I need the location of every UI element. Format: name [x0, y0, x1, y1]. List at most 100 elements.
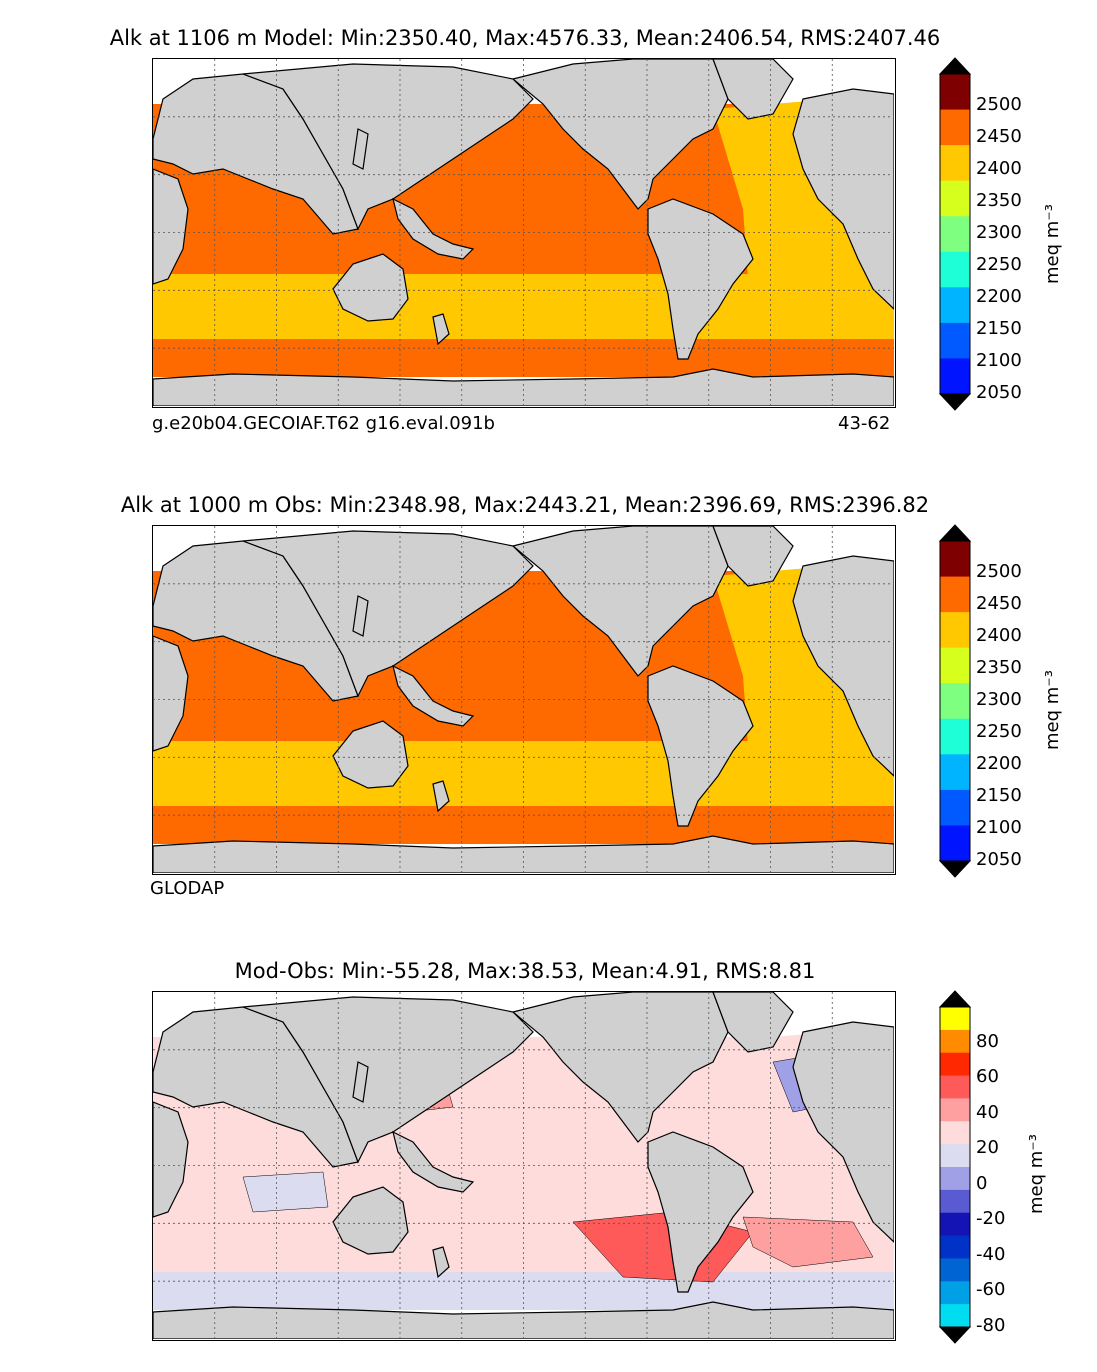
land-new-zealand [432, 313, 450, 346]
land-north-america [511, 526, 729, 677]
colorbar-tick-label: 2300 [976, 689, 1022, 710]
colorbar-tick-label: 2500 [976, 561, 1022, 582]
land-se-asia [392, 664, 475, 727]
land-antarctica [153, 835, 894, 873]
land-australia [332, 253, 409, 322]
colorbar-swatch [940, 109, 970, 146]
colorbar-swatch [940, 251, 970, 288]
colorbar-extend-bottom [938, 1326, 972, 1344]
colorbar-tick-label: 2300 [976, 222, 1022, 243]
colorbar-tick-label: 0 [976, 1172, 988, 1194]
colorbar-swatch [940, 541, 970, 577]
colorbar-tick-label: -60 [976, 1279, 1006, 1301]
colorbar-swatch [940, 287, 970, 324]
land-north-america [511, 992, 729, 1143]
colorbar-swatch [940, 1281, 970, 1305]
panel-title: Mod-Obs: Min:-55.28, Max:38.53, Mean:4.9… [234, 959, 816, 983]
colorbar-swatch [940, 145, 970, 182]
colorbar-tick-label: 2400 [976, 625, 1022, 646]
land-africa-east [153, 635, 189, 752]
panel-obs: Alk at 1000 m Obs: Min:2348.98, Max:2443… [120, 493, 1063, 899]
land-japan [352, 128, 369, 170]
footnote-left: g.e20b04.GECOIAF.T62 g16.eval.091b [152, 413, 495, 434]
colorbar-tick-label: 2100 [976, 817, 1022, 838]
panel-title: Alk at 1106 m Model: Min:2350.40, Max:45… [109, 26, 941, 50]
land-north-america [511, 59, 729, 210]
colorbar-swatch [940, 683, 970, 720]
colorbar-swatch [940, 1144, 970, 1168]
colorbar-tick-label: 2400 [976, 158, 1022, 179]
colorbar-tick-label: 60 [976, 1066, 999, 1088]
colorbar-tick-label: 2350 [976, 657, 1022, 678]
colorbar-frame [939, 1006, 971, 1328]
colorbar-swatch [940, 647, 970, 684]
land-africa-east [153, 1101, 189, 1218]
colorbar-swatch [940, 1189, 970, 1214]
land-eurasia-west [153, 1006, 359, 1168]
footnote-right: 43-62 [838, 413, 891, 434]
land-asia [242, 530, 534, 698]
colorbar-tick-label: 2200 [976, 286, 1022, 307]
land-australia [332, 1186, 409, 1255]
colorbar-swatch [940, 358, 970, 395]
land-greenland [712, 526, 794, 587]
colorbar-swatch [940, 1304, 970, 1328]
colorbar-swatch [940, 1052, 970, 1077]
colorbar-swatch [940, 1212, 970, 1237]
land-eurasia-west [153, 540, 359, 702]
colorbar-tick-label: 2150 [976, 785, 1022, 806]
colorbar-swatch [940, 1007, 970, 1030]
land-antarctica [153, 368, 894, 406]
colorbar-tick-label: 2450 [976, 593, 1022, 614]
colorbar-swatch [940, 180, 970, 217]
colorbar-tick-label: -80 [976, 1315, 1006, 1336]
colorbar-tick-label: 40 [976, 1101, 999, 1123]
land-asia [242, 996, 534, 1164]
colorbar-tick-label: 2250 [976, 721, 1022, 742]
map-plot [152, 525, 896, 875]
land-asia [242, 63, 534, 231]
colorbar-swatch [940, 1235, 970, 1259]
colorbar-frame [939, 540, 971, 862]
land-europe-africa [792, 1021, 894, 1243]
footnote-left: GLODAP [150, 878, 225, 899]
colorbar-frame [939, 73, 971, 395]
anomaly-patch [242, 1171, 329, 1213]
colorbar-swatch [940, 576, 970, 613]
colorbar-swatch [940, 1167, 970, 1191]
colorbar-tick-label: 20 [976, 1137, 999, 1159]
colorbar-tick-label: 2150 [976, 318, 1022, 339]
colorbar-swatch [940, 825, 970, 862]
colorbar-swatch [940, 612, 970, 649]
anomaly-patch [742, 1216, 874, 1268]
land-se-asia [392, 197, 475, 260]
land-japan [352, 1061, 369, 1103]
colorbar-swatch [940, 789, 970, 826]
map-plot [152, 991, 896, 1341]
colorbar-swatch [940, 1075, 970, 1099]
land-greenland [712, 992, 794, 1053]
colorbar-tick-label: -20 [976, 1208, 1006, 1230]
colorbar-swatch [940, 718, 970, 755]
land-south-america [647, 665, 754, 827]
panel-title: Alk at 1000 m Obs: Min:2348.98, Max:2443… [120, 493, 930, 517]
colorbar-tick-label: 2050 [976, 849, 1022, 870]
colorbar-swatch [940, 1258, 970, 1282]
land-south-america [647, 198, 754, 360]
colorbar-swatch [940, 74, 970, 110]
colorbar-tick-label: 2500 [976, 94, 1022, 115]
colorbar-tick-label: 2200 [976, 753, 1022, 774]
land-australia [332, 720, 409, 789]
colorbar-unit: meq m⁻³ [1026, 1133, 1047, 1214]
colorbar-tick-label: 2050 [976, 382, 1022, 403]
colorbar-swatch [940, 1121, 970, 1145]
land-europe-africa [792, 555, 894, 777]
land-new-zealand [432, 780, 450, 813]
colorbar-swatch [940, 1098, 970, 1122]
land-new-zealand [432, 1246, 450, 1279]
panel-model: Alk at 1106 m Model: Min:2350.40, Max:45… [0, 0, 1097, 460]
colorbar-tick-label: 2100 [976, 350, 1022, 371]
colorbar-tick-label: 2450 [976, 126, 1022, 147]
colorbar-tick-label: -40 [976, 1243, 1006, 1265]
